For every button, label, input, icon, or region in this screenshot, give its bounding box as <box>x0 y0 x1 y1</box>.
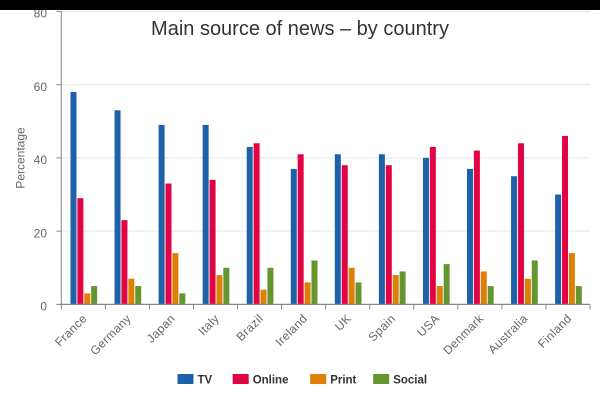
svg-text:80: 80 <box>34 7 48 21</box>
svg-text:60: 60 <box>34 80 48 94</box>
svg-text:TV: TV <box>198 375 213 387</box>
svg-text:20: 20 <box>34 226 48 240</box>
svg-text:Percentage: Percentage <box>14 127 28 189</box>
svg-text:40: 40 <box>34 153 48 167</box>
svg-text:Online: Online <box>253 375 289 387</box>
svg-text:Social: Social <box>393 375 427 387</box>
svg-text:Print: Print <box>330 375 356 387</box>
svg-text:Main source of news – by count: Main source of news – by country <box>151 18 449 40</box>
svg-text:0: 0 <box>40 300 47 314</box>
